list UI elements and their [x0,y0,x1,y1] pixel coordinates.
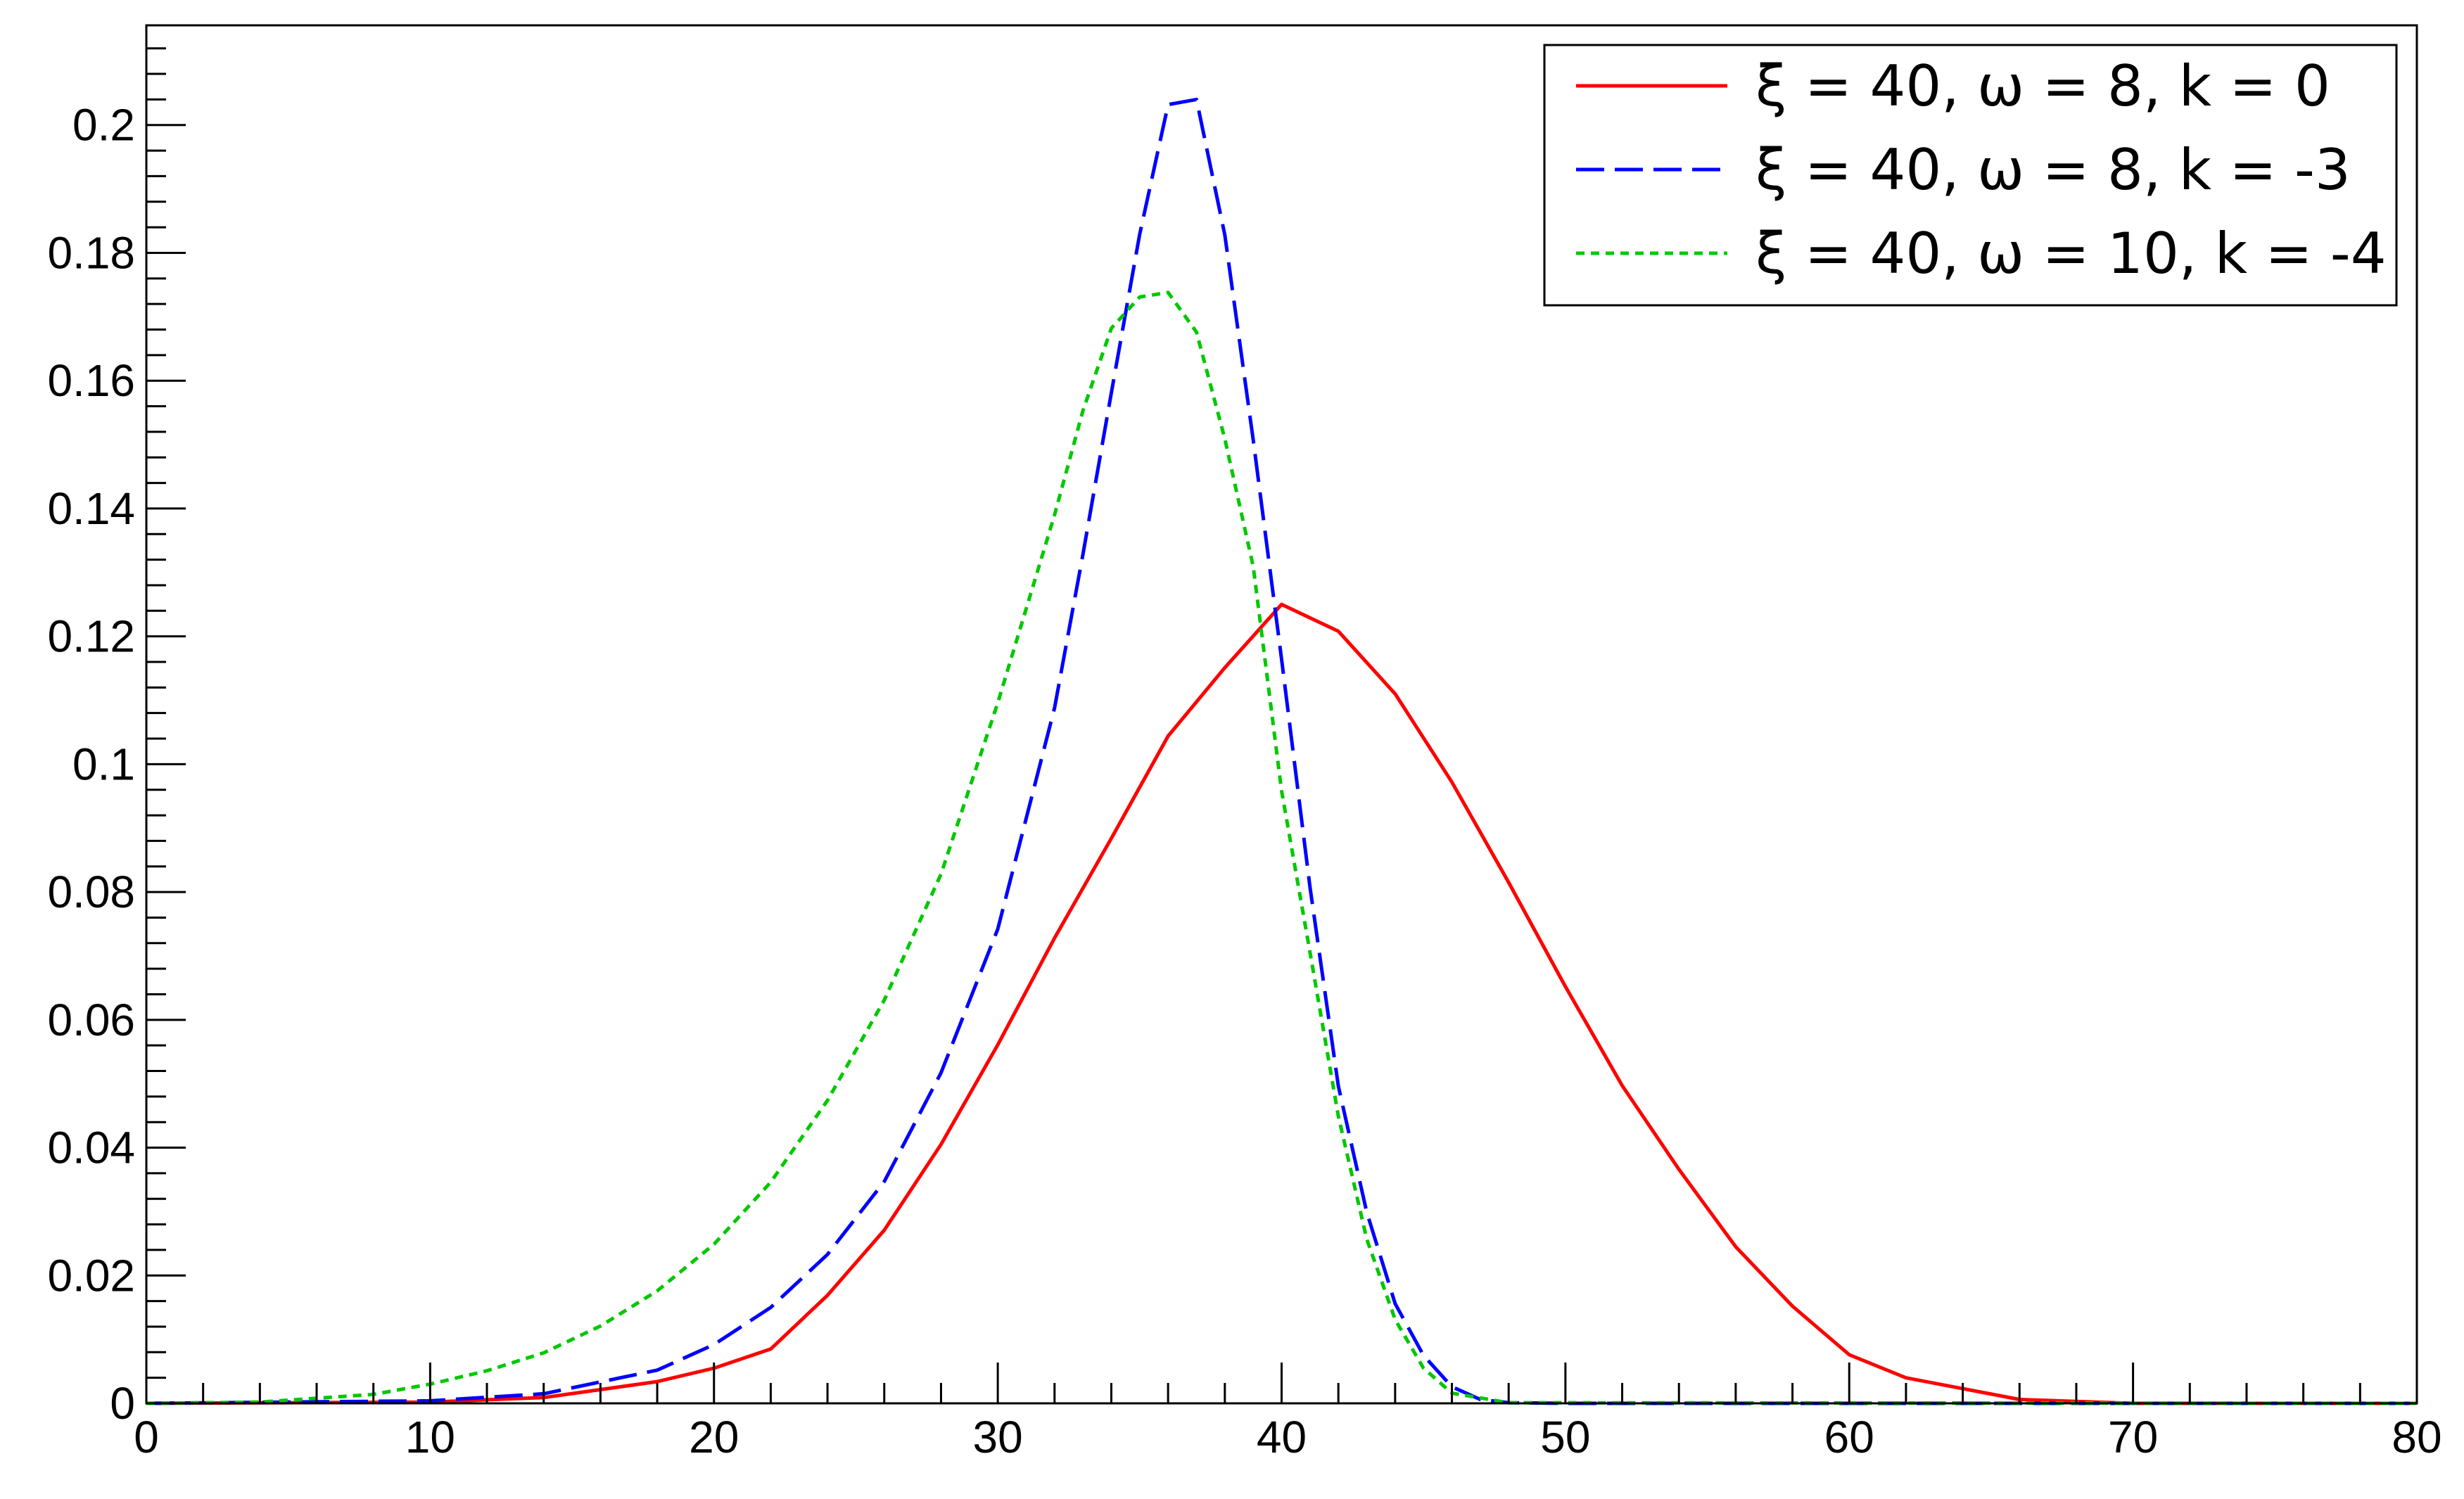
x-tick-label: 50 [1540,1412,1590,1462]
y-tick-label: 0.04 [47,1123,135,1173]
legend-entry-2[interactable]: ξ = 40, ω = 8, k = -3 [1755,137,2351,203]
y-tick-label: 0.14 [47,483,135,534]
legend[interactable]: ξ = 40, ω = 8, k = 0 ξ = 40, ω = 8, k = -… [1543,44,2398,307]
y-tick-label: 0 [110,1378,135,1429]
axis-tick-labels: 0 10 20 30 40 50 60 70 80 0 0.02 0.04 0.06 0.08 0.1 0.1… [47,100,2441,1462]
x-tick-label: 70 [2108,1412,2158,1462]
x-tick-label: 80 [2392,1412,2441,1462]
y-tick-label: 0.2 [72,100,135,151]
curves-layer [146,97,2418,1405]
series-line-1 [146,602,2417,1405]
x-tick-label: 30 [973,1412,1023,1462]
series-line-3 [146,291,2418,1405]
legend-entry-3[interactable]: ξ = 40, ω = 10, k = -4 [1755,221,2387,286]
y-tick-label: 0.18 [47,227,135,278]
x-tick-label: 40 [1257,1412,1307,1462]
y-tick-label: 0.02 [47,1250,135,1301]
series-line-2 [146,97,2417,1405]
x-tick-label: 20 [689,1412,739,1462]
y-tick-label: 0.08 [47,867,135,917]
y-tick-label: 0.16 [47,355,135,406]
x-tick-label: 10 [405,1412,455,1462]
y-tick-label: 0.1 [72,739,135,789]
legend-entry-1[interactable]: ξ = 40, ω = 8, k = 0 [1755,53,2330,119]
y-tick-label: 0.12 [47,611,135,662]
plot-frame [145,24,2418,1405]
x-tick-label: 60 [1824,1412,1874,1462]
y-tick-label: 0.06 [47,995,135,1045]
x-tick-label: 0 [134,1412,159,1462]
legend-box [1543,44,2398,307]
